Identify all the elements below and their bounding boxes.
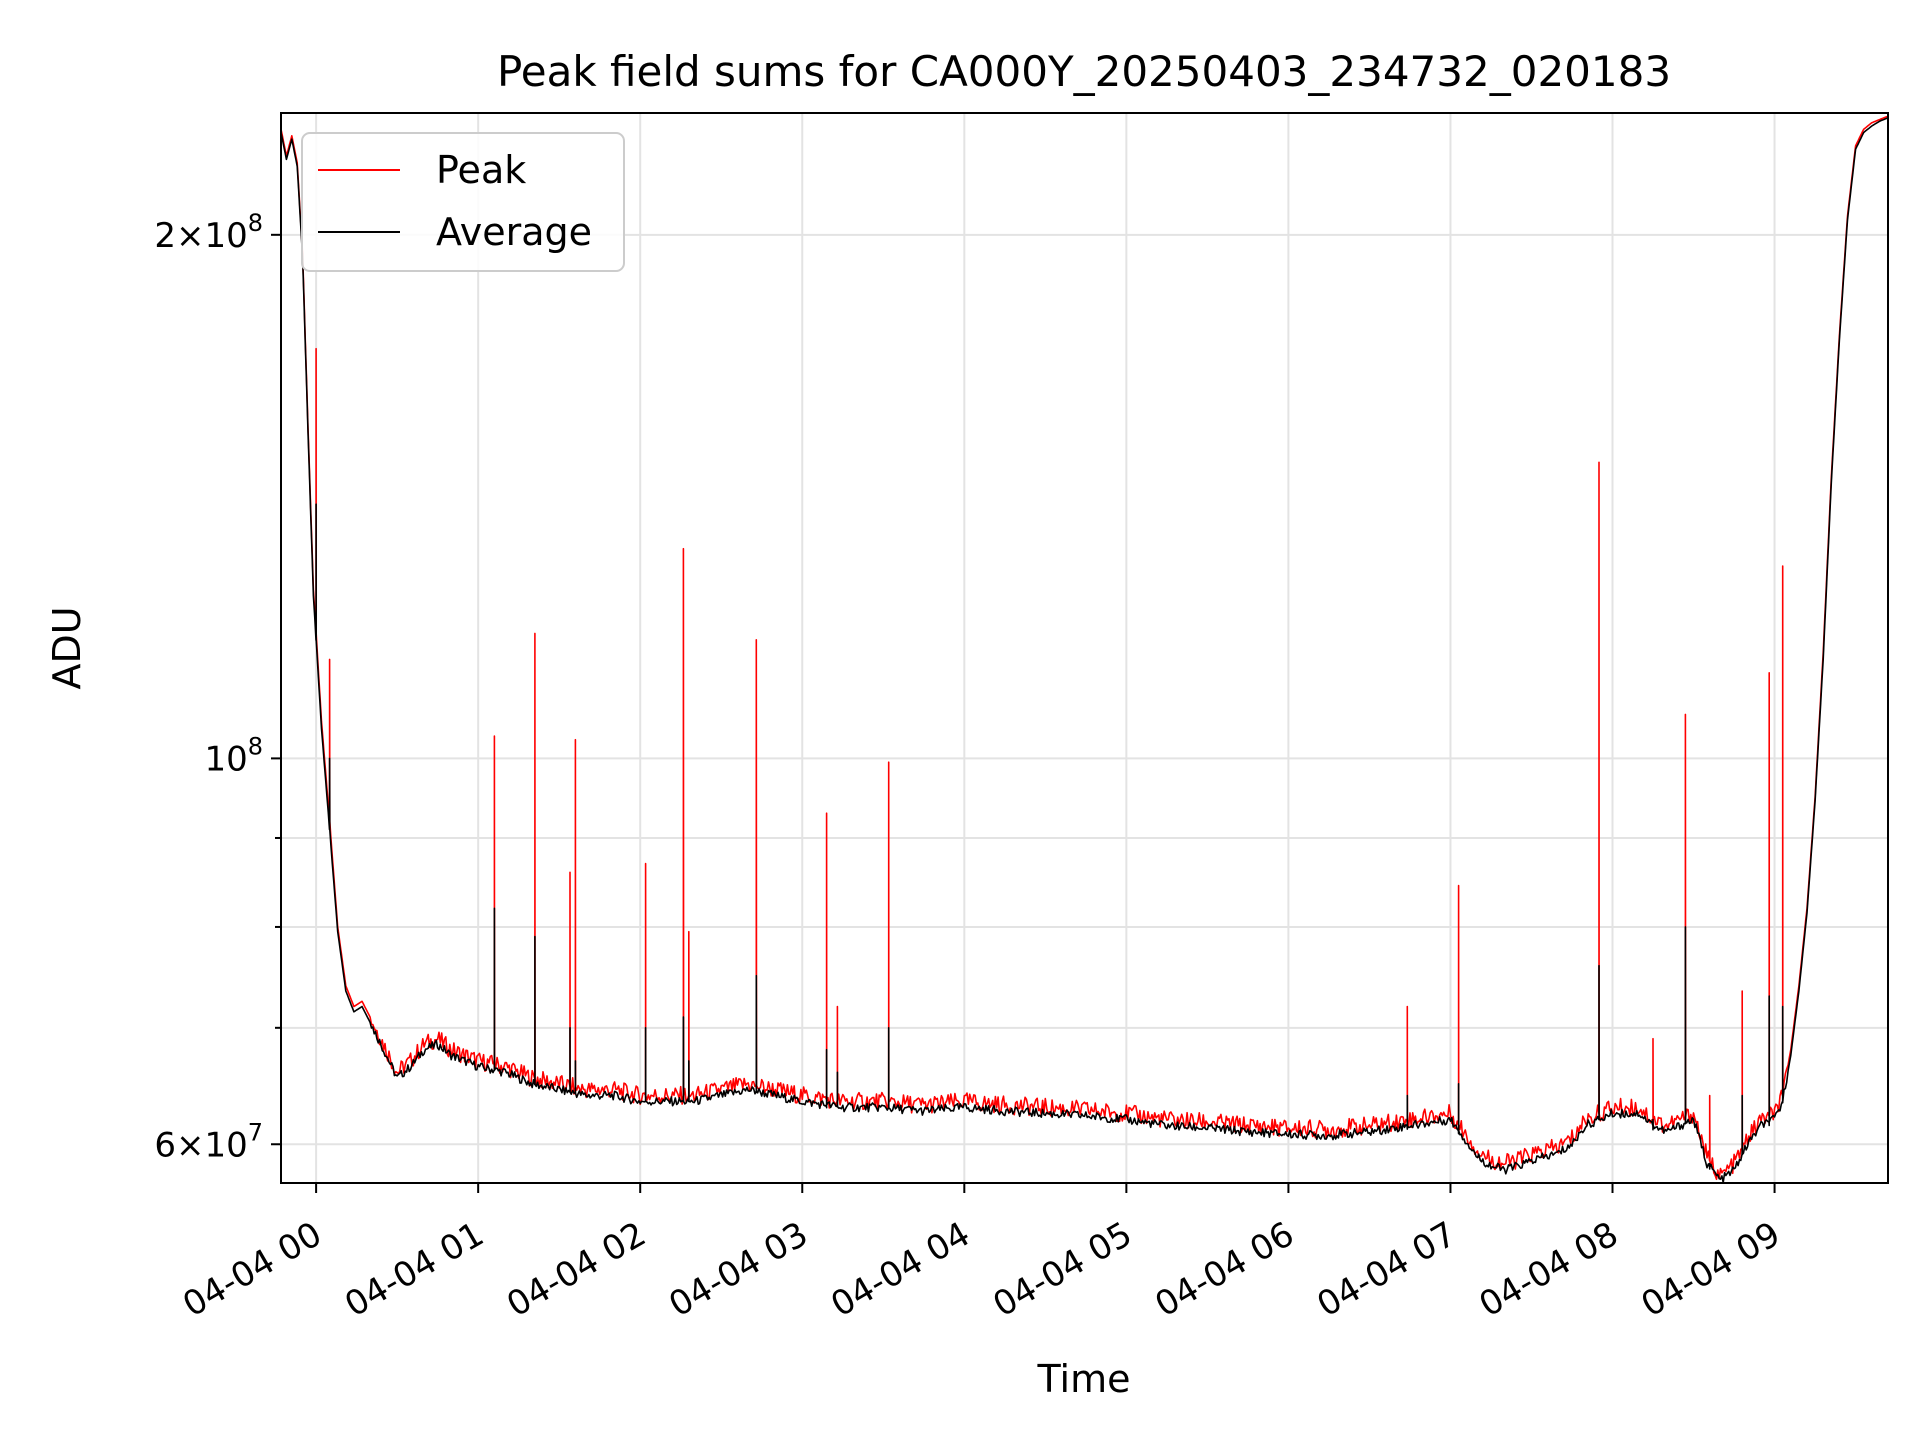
y-tick-label: 6×107 [154, 1118, 263, 1165]
y-tick-label: 108 [204, 732, 263, 779]
series-line-average [280, 117, 1889, 1184]
legend-label-average: Average [436, 210, 592, 254]
chart-title: Peak field sums for CA000Y_20250403_2347… [497, 47, 1671, 96]
y-tick-label: 2×108 [154, 209, 263, 256]
legend-label-peak: Peak [436, 148, 526, 192]
series-line-peak [280, 115, 1889, 1181]
legend-box [301, 132, 625, 272]
plot-frame [280, 112, 1889, 1184]
x-axis-label: Time [1037, 1357, 1131, 1401]
y-axis-label: ADU [45, 606, 89, 689]
legend: Peak Average [301, 132, 625, 272]
